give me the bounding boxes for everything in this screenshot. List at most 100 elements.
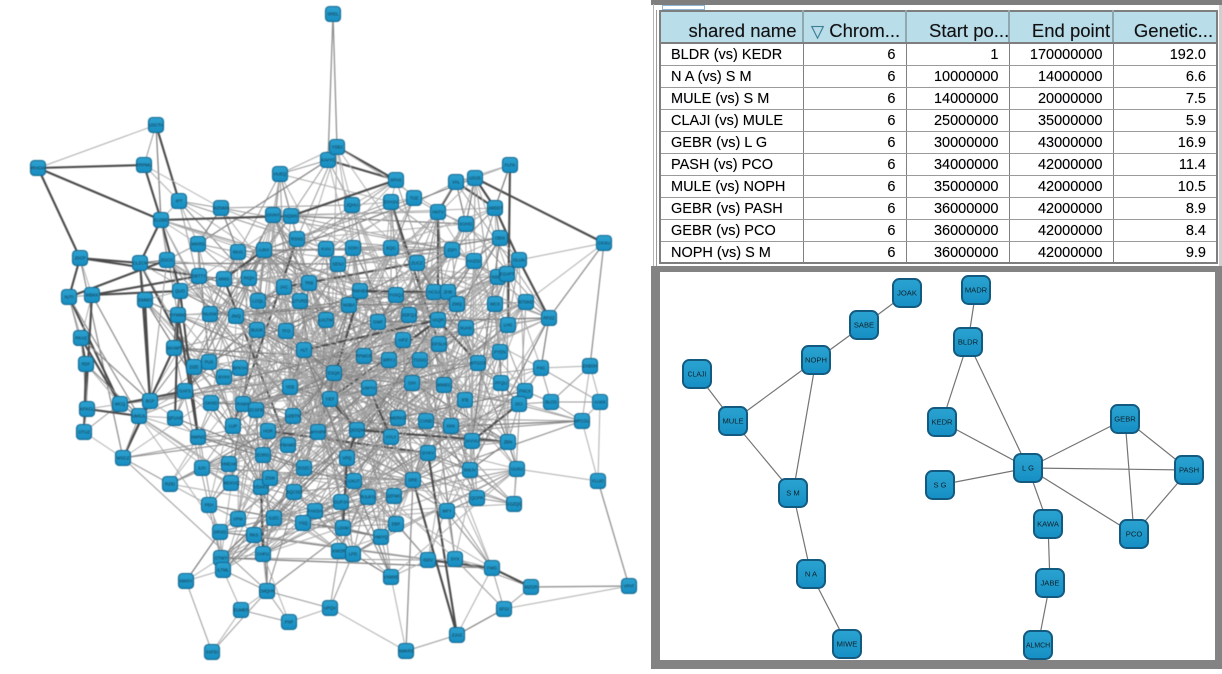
svg-text:KKK: KKK [447, 424, 456, 429]
svg-text:SFGI: SFGI [499, 607, 509, 612]
svg-text:HGR: HGR [263, 429, 273, 434]
svg-text:WBKK: WBKK [86, 293, 99, 298]
svg-text:WYHPK: WYHPK [310, 430, 326, 435]
svg-text:BLOS: BLOS [545, 400, 557, 405]
svg-text:BWJV: BWJV [464, 468, 476, 473]
svg-text:EORG: EORG [257, 453, 270, 458]
svg-text:XAVYC: XAVYC [321, 158, 335, 163]
svg-text:SXFEI: SXFEI [206, 650, 218, 655]
svg-text:ZXBOH: ZXBOH [583, 364, 598, 369]
svg-text:SKAMT: SKAMT [167, 346, 182, 351]
svg-text:SJZC: SJZC [269, 516, 280, 521]
svg-text:GIVNY: GIVNY [266, 213, 280, 218]
svg-text:HNEAK: HNEAK [222, 462, 237, 467]
svg-text:OBXI: OBXI [495, 236, 505, 241]
svg-text:VXMXE: VXMXE [383, 575, 398, 580]
svg-text:QCPR: QCPR [471, 496, 483, 501]
svg-text:PXC: PXC [537, 366, 546, 371]
svg-text:S M: S M [786, 489, 800, 498]
svg-text:VYLY: VYLY [386, 435, 397, 440]
svg-text:DBTTY: DBTTY [192, 274, 206, 279]
svg-text:JDCP: JDCP [74, 256, 85, 261]
svg-text:GWF: GWF [373, 320, 383, 325]
svg-text:IPT: IPT [176, 199, 183, 204]
svg-text:ZIZE: ZIZE [189, 365, 198, 370]
svg-text:HKFV: HKFV [432, 210, 444, 215]
svg-text:NJTI: NJTI [64, 295, 73, 300]
svg-text:MWS: MWS [219, 277, 230, 282]
svg-text:JVVVU: JVVVU [465, 439, 479, 444]
svg-text:RAWX: RAWX [237, 402, 250, 407]
svg-text:CHFU: CHFU [257, 552, 269, 557]
svg-text:GKND: GKND [205, 401, 217, 406]
svg-text:UMSJL: UMSJL [132, 414, 147, 419]
svg-text:HUEQ: HUEQ [274, 172, 287, 177]
svg-text:ZBN: ZBN [504, 440, 513, 445]
svg-text:CMQHN: CMQHN [259, 589, 275, 594]
svg-text:JNIQ: JNIQ [231, 314, 241, 319]
svg-text:IFB: IFB [462, 398, 469, 403]
svg-text:BQG: BQG [386, 246, 396, 251]
svg-text:PYEN: PYEN [494, 350, 506, 355]
svg-text:SYX: SYX [451, 557, 460, 562]
svg-text:WCQ: WCQ [115, 402, 126, 407]
svg-text:YVXQJ: YVXQJ [389, 293, 403, 298]
svg-text:HWYQ: HWYQ [374, 535, 388, 540]
svg-text:DYASV: DYASV [384, 200, 398, 205]
svg-text:RKS: RKS [250, 533, 259, 538]
svg-text:SABE: SABE [854, 321, 874, 330]
svg-text:NSNB: NSNB [492, 275, 504, 280]
svg-text:UWDDT: UWDDT [487, 206, 503, 211]
svg-text:UTVRD: UTVRD [293, 299, 308, 304]
svg-text:DRXD: DRXD [214, 530, 226, 535]
svg-text:MADR: MADR [965, 286, 988, 295]
svg-text:CLAJI: CLAJI [688, 372, 707, 379]
svg-text:XDFQJ: XDFQJ [402, 313, 416, 318]
svg-text:TIJZ: TIJZ [410, 196, 419, 201]
svg-text:QIDQW: QIDQW [349, 428, 365, 433]
svg-text:RDF: RDF [82, 362, 91, 367]
svg-text:WWEC: WWEC [437, 383, 451, 388]
svg-text:GFSLH: GFSLH [432, 342, 446, 347]
svg-text:WRYJ: WRYJ [383, 358, 395, 363]
svg-text:VAQR: VAQR [432, 318, 444, 323]
svg-text:GGZQG: GGZQG [506, 502, 523, 507]
svg-text:JQHU: JQHU [346, 203, 358, 208]
svg-text:UWYV: UWYV [363, 386, 376, 391]
svg-text:SENJ: SENJ [333, 262, 344, 267]
svg-text:ZSFI: ZSFI [447, 248, 456, 253]
svg-text:PCO: PCO [1126, 530, 1143, 539]
svg-text:AAKK: AAKK [594, 400, 606, 405]
svg-text:FWG: FWG [487, 566, 498, 571]
svg-text:ZWQ: ZWQ [452, 302, 463, 307]
svg-text:BPKYA: BPKYA [233, 366, 247, 371]
svg-text:CKXU: CKXU [598, 241, 610, 246]
svg-text:MIWE: MIWE [837, 640, 858, 649]
svg-text:JAC: JAC [280, 285, 288, 290]
svg-text:L G: L G [1022, 464, 1034, 473]
svg-text:RKAZ: RKAZ [75, 336, 87, 341]
svg-text:PFQU: PFQU [495, 381, 507, 386]
svg-text:EMMO: EMMO [138, 298, 152, 303]
svg-text:TRB: TRB [305, 281, 314, 286]
svg-text:UUXU: UUXU [511, 467, 523, 472]
svg-text:TSSIG: TSSIG [414, 358, 428, 363]
svg-text:ILTML: ILTML [217, 568, 229, 573]
svg-text:RWHBX: RWHBX [352, 289, 368, 294]
svg-text:PASH: PASH [1179, 466, 1199, 475]
svg-text:VAL: VAL [452, 180, 460, 185]
svg-text:UZBTN: UZBTN [286, 414, 300, 419]
svg-text:LDIIM: LDIIM [337, 526, 349, 531]
svg-text:RZID: RZID [165, 482, 175, 487]
svg-text:XUAD: XUAD [460, 326, 472, 331]
svg-text:AIPZ: AIPZ [398, 338, 408, 343]
svg-text:CLZCN: CLZCN [133, 261, 147, 266]
svg-text:EBP: EBP [392, 522, 401, 527]
svg-text:EOZC: EOZC [298, 466, 310, 471]
svg-text:NQMS: NQMS [285, 214, 298, 219]
svg-text:NOPH: NOPH [805, 356, 827, 365]
svg-text:AJNY: AJNY [259, 248, 270, 253]
svg-text:OTWY: OTWY [215, 556, 228, 561]
svg-text:EGAPT: EGAPT [500, 272, 515, 277]
svg-text:WCX: WCX [490, 302, 500, 307]
